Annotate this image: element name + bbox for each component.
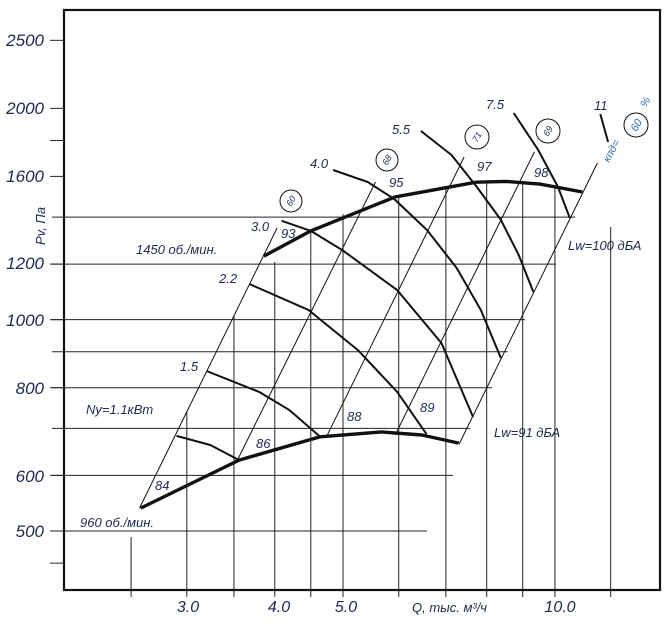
efficiency-line-60 (458, 162, 598, 445)
y-tick-label: 600 (16, 467, 45, 486)
noise-label: 88 (347, 409, 362, 424)
power-curve-11 (599, 113, 610, 143)
noise-label: 97 (477, 159, 492, 174)
x-tick-label: 3.0 (177, 599, 199, 616)
power-curve-2.2 (248, 283, 428, 435)
svg-text:69: 69 (541, 124, 555, 138)
power-label-3.0: 3.0 (251, 219, 270, 234)
efficiency-badge: 69 (535, 118, 561, 144)
efficiency-line-60 (139, 227, 278, 509)
power-curve-1.1 (176, 434, 240, 461)
power-curve-7.5 (512, 112, 571, 219)
speed-curve-960 (139, 430, 460, 510)
y-axis-label: Pv, Па (33, 207, 48, 245)
x-tick-label: 4.0 (268, 599, 290, 616)
speed-label-1450: 1450 об./мин. (136, 242, 217, 257)
y-tick-label: 2000 (5, 99, 44, 118)
power-label-7.5: 7.5 (486, 97, 505, 112)
y-tick-label: 1600 (6, 167, 44, 186)
noise-label: 95 (389, 175, 404, 190)
power-curve-3.0 (281, 219, 474, 418)
y-axis: 2500 2000 1600 1200 1000 800 600 500 Pv,… (5, 31, 48, 541)
x-axis: 3.0 4.0 5.0 10.0 Q, тыс. м³/ч (177, 599, 576, 616)
plot-frame (62, 8, 662, 592)
svg-text:68: 68 (380, 153, 394, 167)
y-tick-label: 500 (16, 522, 45, 541)
efficiency-badge: 60 (279, 189, 303, 213)
noise-label: 86 (256, 436, 271, 451)
power-label-2.2: 2.2 (218, 271, 238, 286)
svg-text:60: 60 (284, 194, 298, 208)
x-tick-label: 10.0 (544, 599, 575, 616)
efficiency-unit: % (638, 95, 653, 110)
power-curve-1.5 (206, 370, 321, 438)
y-tick-label: 2500 (5, 31, 44, 50)
power-label-1.1: Ny=1.1кВт (86, 402, 153, 417)
efficiency-line-68 (236, 181, 376, 461)
speed-curve-1450 (263, 179, 583, 258)
curves (139, 112, 610, 510)
power-label-1.5: 1.5 (180, 359, 199, 374)
power-curve-4.0 (332, 169, 502, 359)
power-curve-5.5 (420, 130, 535, 293)
power-label-11: 11 (594, 98, 608, 113)
efficiency-line-71 (325, 156, 465, 438)
efficiency-badge: 60 (623, 112, 649, 138)
noise-label: 93 (281, 226, 296, 241)
power-label-4.0: 4.0 (310, 156, 329, 171)
noise-label: 98 (534, 165, 549, 180)
noise-label: 84 (155, 478, 169, 493)
noise-label-min: Lw=91 дБА (494, 425, 560, 440)
grid (50, 39, 612, 597)
noise-label: 89 (420, 400, 434, 415)
x-tick-label: 5.0 (335, 599, 357, 616)
speed-label-960: 960 об./мин. (80, 515, 154, 530)
efficiency-prefix: кпд= (601, 137, 623, 164)
noise-label-max: Lw=100 дБА (568, 238, 641, 253)
efficiency-line-69 (394, 151, 535, 436)
y-tick-label: 800 (16, 379, 45, 398)
y-tick-label: 1000 (6, 311, 44, 330)
efficiency-badge: 71 (464, 124, 490, 150)
y-tick-label: 1200 (6, 254, 44, 273)
efficiency-badge: 68 (375, 148, 399, 172)
x-axis-label: Q, тыс. м³/ч (412, 600, 487, 615)
annotations: 1450 об./мин. 960 об./мин. Ny=1.1кВт 1.5… (80, 95, 654, 530)
power-label-5.5: 5.5 (392, 122, 411, 137)
svg-text:60: 60 (629, 116, 646, 133)
svg-text:71: 71 (470, 130, 484, 144)
